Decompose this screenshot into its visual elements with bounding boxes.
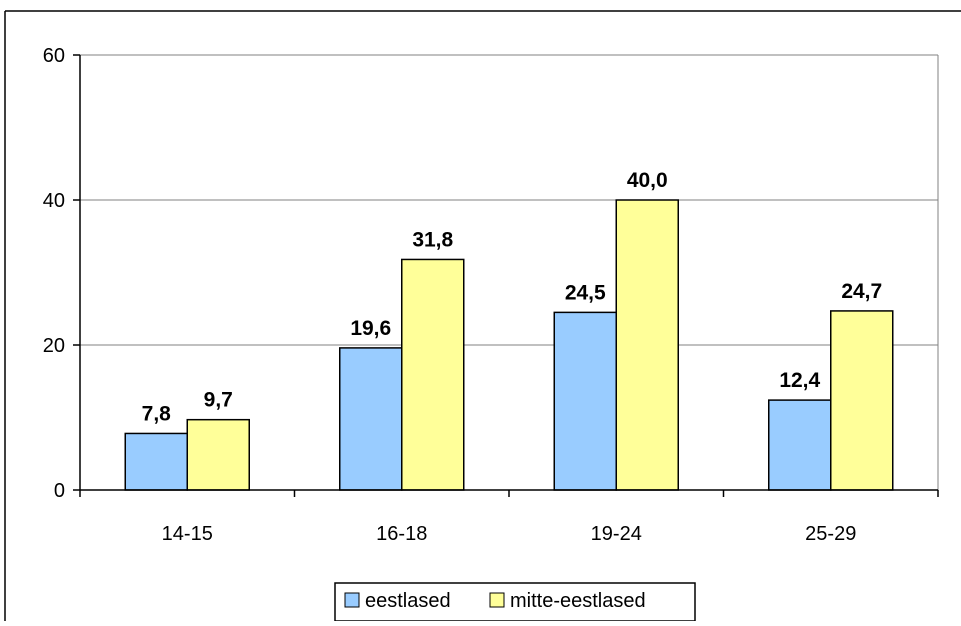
bar-eestlased-16-18 xyxy=(339,347,403,491)
bar-mitte-eestlased-16-18 xyxy=(401,258,465,491)
legend-swatch-mitte-eestlased xyxy=(489,592,505,608)
bar-eestlased-14-15 xyxy=(124,432,188,491)
x-tick-label: 16-18 xyxy=(376,523,427,545)
bar-eestlased-25-29 xyxy=(768,399,832,491)
data-label-mitte-eestlased-14-15: 9,7 xyxy=(204,389,233,412)
y-tick-label: 0 xyxy=(54,480,65,502)
bar-mitte-eestlased-14-15 xyxy=(186,418,250,491)
x-tick-label: 14-15 xyxy=(162,523,213,545)
bar-eestlased-19-24 xyxy=(553,311,617,491)
y-tick-label: 60 xyxy=(43,45,65,67)
legend-label-eestlased: eestlased xyxy=(365,590,451,612)
data-label-eestlased-16-18: 19,6 xyxy=(350,317,391,340)
legend: eestlased mitte-eestlased xyxy=(334,582,696,622)
bar-mitte-eestlased-25-29 xyxy=(830,310,894,491)
gridlines xyxy=(80,54,938,346)
data-label-eestlased-14-15: 7,8 xyxy=(142,402,172,425)
data-label-mitte-eestlased-16-18: 31,8 xyxy=(412,228,453,251)
data-labels: 7,8 9,7 19,6 31,8 24,5 40,0 12,4 24,7 xyxy=(142,169,883,425)
y-axis-ticks: 0 20 40 60 xyxy=(43,45,80,502)
data-label-eestlased-19-24: 24,5 xyxy=(565,281,606,304)
y-tick-label: 20 xyxy=(43,335,65,357)
legend-swatch-eestlased xyxy=(344,592,360,608)
bars xyxy=(124,199,894,491)
data-label-mitte-eestlased-25-29: 24,7 xyxy=(841,280,882,303)
y-tick-label: 40 xyxy=(43,190,65,212)
legend-label-mitte-eestlased: mitte-eestlased xyxy=(510,590,646,612)
legend-box xyxy=(334,582,696,622)
data-label-mitte-eestlased-19-24: 40,0 xyxy=(627,169,668,192)
x-axis-ticks: 14-15 16-18 19-24 25-29 xyxy=(79,490,939,545)
bar-mitte-eestlased-19-24 xyxy=(615,199,679,491)
data-label-eestlased-25-29: 12,4 xyxy=(779,369,820,392)
x-tick-label: 19-24 xyxy=(591,523,642,545)
x-tick-label: 25-29 xyxy=(805,523,856,545)
